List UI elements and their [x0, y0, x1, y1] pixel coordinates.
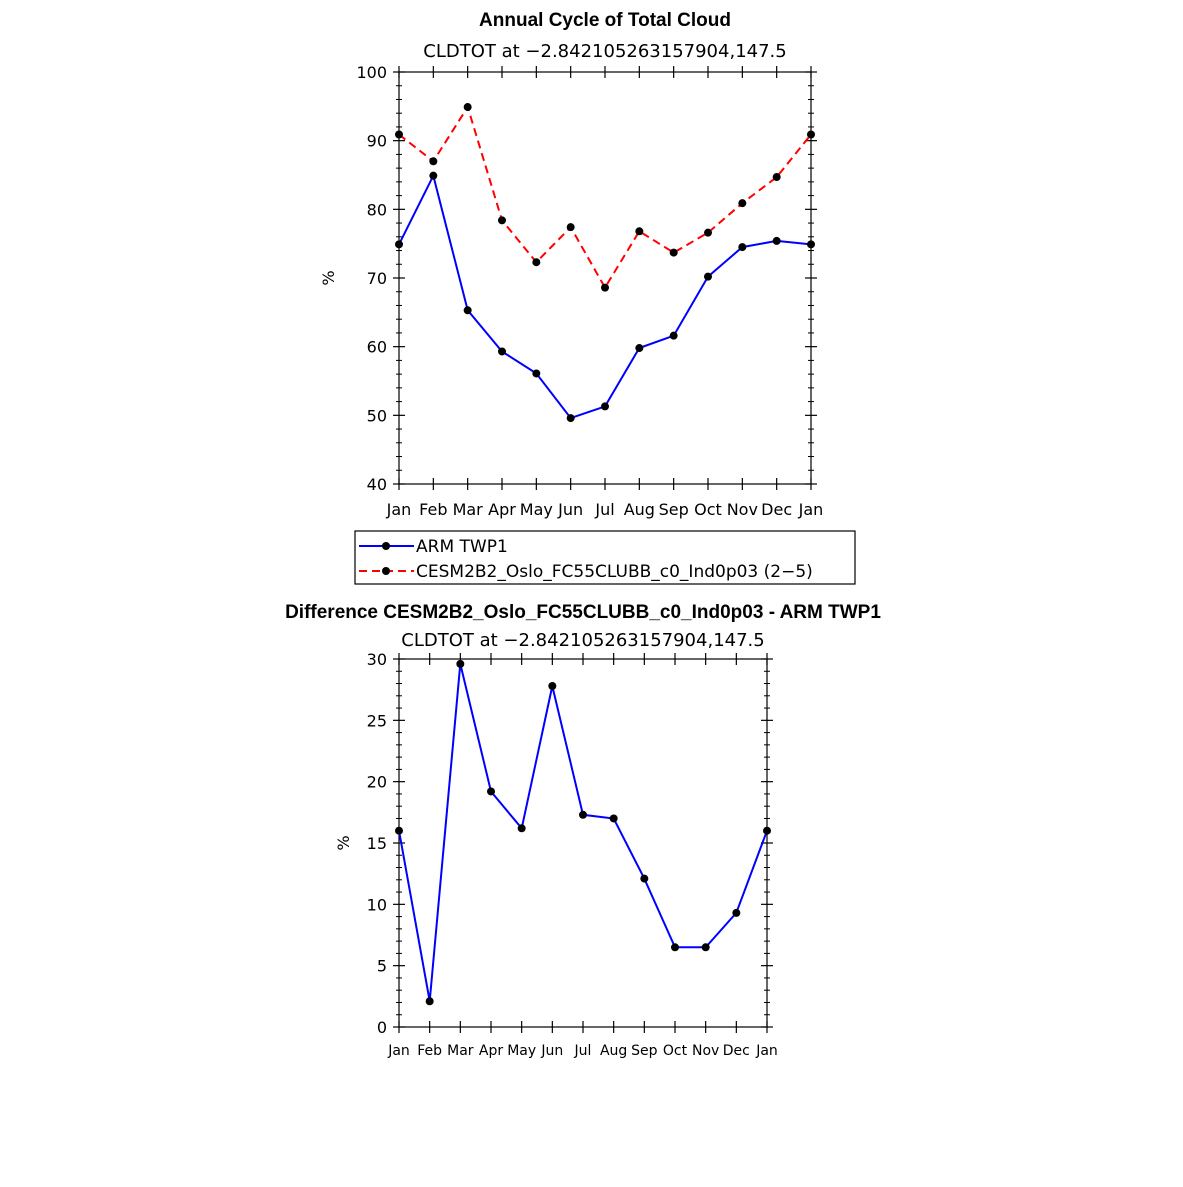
data-point [807, 130, 815, 139]
y-tick-label: 10 [367, 895, 387, 914]
y-tick-label: 15 [367, 834, 387, 853]
x-tick-label: Jan [386, 500, 412, 519]
chart-subtitle: CLDTOT at −2.842105263157904,147.5 [401, 630, 764, 651]
x-tick-label: May [520, 500, 553, 519]
x-tick-label: Jan [755, 1043, 778, 1059]
x-tick-label: Jan [798, 500, 824, 519]
y-tick-label: 70 [367, 269, 387, 288]
data-point [669, 331, 678, 340]
data-point [517, 824, 526, 833]
data-point [429, 171, 438, 180]
data-point [395, 240, 403, 249]
y-tick-label: 5 [377, 957, 387, 976]
legend-marker [382, 567, 390, 575]
x-tick-label: May [507, 1043, 536, 1059]
data-point [701, 943, 710, 952]
y-tick-label: 20 [367, 773, 387, 792]
series-line-0 [398, 663, 768, 1002]
chart-title: Annual Cycle of Total Cloud [479, 10, 731, 31]
data-point [732, 908, 741, 917]
x-tick-label: Jan [387, 1043, 410, 1059]
chart-title: Difference CESM2B2_Oslo_FC55CLUBB_c0_Ind… [285, 602, 881, 623]
y-tick-label: 50 [367, 406, 387, 425]
x-tick-label: Apr [488, 500, 516, 519]
chart-subtitle: CLDTOT at −2.842105263157904,147.5 [423, 41, 786, 62]
x-tick-label: Sep [631, 1043, 658, 1059]
legend-marker [382, 542, 390, 550]
data-point [671, 943, 679, 952]
x-tick-label: Feb [417, 1043, 442, 1059]
data-point [566, 414, 575, 423]
legend-label: ARM TWP1 [416, 537, 508, 557]
x-tick-label: Nov [692, 1043, 719, 1059]
y-tick-label: 30 [367, 650, 387, 669]
y-tick-label: 80 [367, 200, 387, 219]
data-point [487, 787, 495, 796]
data-point [640, 874, 649, 883]
data-point [601, 402, 609, 411]
data-point [579, 810, 587, 819]
data-point [635, 227, 644, 236]
y-tick-label: 100 [356, 63, 387, 82]
series-line-0 [398, 172, 812, 420]
x-tick-label: Oct [694, 500, 722, 519]
data-point [601, 283, 609, 292]
data-point [609, 814, 618, 823]
x-tick-label: Jun [540, 1043, 563, 1059]
data-point [772, 236, 781, 245]
data-point [395, 130, 403, 139]
x-tick-label: Dec [761, 500, 792, 519]
data-point [498, 216, 506, 225]
x-tick-label: Mar [447, 1043, 474, 1059]
y-axis-label: % [319, 270, 338, 285]
x-tick-label: Jun [557, 500, 583, 519]
data-point [738, 199, 747, 208]
data-point [548, 681, 557, 690]
x-tick-label: Apr [479, 1043, 503, 1059]
x-tick-label: Aug [600, 1043, 627, 1059]
data-point [763, 826, 771, 835]
y-tick-label: 90 [367, 132, 387, 151]
data-point [704, 228, 712, 237]
plot-frame [398, 658, 768, 1028]
y-tick-label: 40 [367, 475, 387, 494]
legend-box [354, 530, 856, 585]
data-point [463, 306, 472, 315]
data-point [704, 272, 712, 281]
x-tick-label: Aug [624, 500, 655, 519]
y-axis-label: % [334, 835, 353, 850]
data-point [429, 157, 438, 166]
data-point [807, 240, 815, 249]
x-tick-label: Jul [574, 1043, 592, 1059]
y-tick-label: 0 [377, 1018, 387, 1037]
data-point [498, 347, 506, 356]
series-line-1 [398, 104, 812, 290]
data-point [566, 223, 575, 232]
data-point [532, 369, 541, 378]
x-tick-label: Mar [453, 500, 484, 519]
legend-label: CESM2B2_Oslo_FC55CLUBB_c0_Ind0p03 (2−5) [416, 562, 813, 582]
data-point [395, 826, 403, 835]
x-tick-label: Dec [723, 1043, 750, 1059]
data-point [635, 344, 644, 353]
x-tick-label: Oct [663, 1043, 688, 1059]
data-point [425, 997, 434, 1006]
data-point [772, 173, 781, 182]
x-tick-label: Jul [594, 500, 614, 519]
y-tick-label: 60 [367, 338, 387, 357]
data-point [456, 659, 465, 668]
x-tick-label: Sep [659, 500, 689, 519]
data-point [669, 248, 678, 257]
x-tick-label: Nov [727, 500, 758, 519]
data-point [738, 243, 747, 252]
y-tick-label: 25 [367, 711, 387, 730]
data-point [463, 103, 472, 112]
data-point [532, 258, 541, 267]
x-tick-label: Feb [419, 500, 447, 519]
plot-frame [398, 71, 812, 485]
